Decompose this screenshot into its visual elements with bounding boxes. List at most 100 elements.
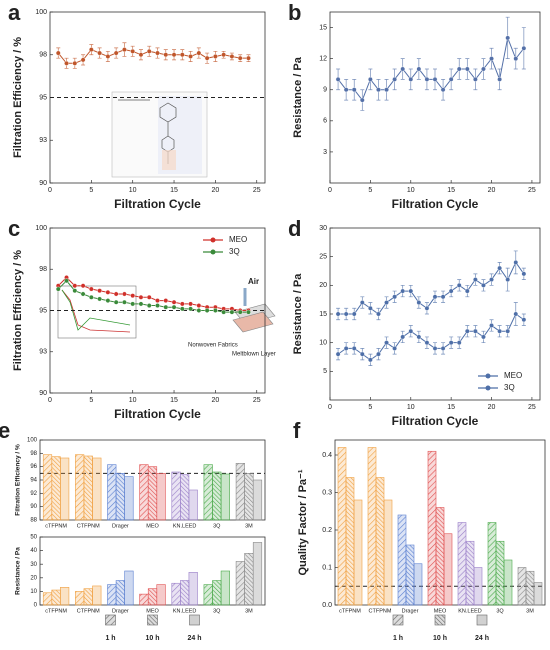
y-tick-label: 30 bbox=[30, 562, 37, 568]
x-tick-label: cTFPNM bbox=[45, 523, 67, 529]
data-point bbox=[440, 87, 446, 93]
data-point bbox=[408, 328, 414, 334]
data-point bbox=[400, 334, 406, 340]
data-point bbox=[416, 66, 422, 72]
bar bbox=[188, 489, 198, 521]
bar bbox=[83, 588, 93, 606]
data-point bbox=[505, 328, 511, 334]
y-tick-label: 95 bbox=[39, 94, 47, 101]
data-point bbox=[80, 283, 86, 289]
bar bbox=[60, 587, 70, 606]
data-point bbox=[88, 47, 94, 53]
data-point bbox=[105, 289, 111, 295]
data-point bbox=[359, 351, 365, 357]
x-tick-label: 10 bbox=[129, 397, 137, 404]
y-axis-label: Filtration Efficiency / % bbox=[12, 37, 24, 158]
data-point bbox=[138, 52, 144, 58]
legend-swatch bbox=[392, 614, 404, 626]
data-point bbox=[97, 296, 103, 302]
data-point bbox=[464, 288, 470, 294]
x-tick-label: 0 bbox=[328, 404, 332, 411]
bar bbox=[235, 561, 245, 606]
data-point bbox=[146, 48, 152, 54]
x-tick-label: Drager bbox=[112, 608, 129, 614]
y-tick-label: 0.1 bbox=[322, 564, 332, 571]
bar bbox=[115, 580, 125, 606]
data-point bbox=[237, 309, 243, 315]
data-point bbox=[72, 283, 78, 289]
bar bbox=[107, 464, 117, 521]
bar bbox=[147, 588, 158, 606]
data-point bbox=[448, 288, 454, 294]
y-tick-label: 15 bbox=[319, 311, 327, 318]
data-point bbox=[155, 303, 160, 308]
legend-swatch bbox=[434, 614, 446, 626]
series-line bbox=[337, 313, 525, 361]
x-tick-label: KN.LEED bbox=[458, 608, 482, 614]
bar bbox=[525, 570, 535, 606]
data-point bbox=[246, 309, 251, 315]
data-point bbox=[424, 340, 430, 346]
bar bbox=[503, 559, 513, 606]
y-tick-label: 6 bbox=[323, 118, 327, 125]
data-point bbox=[392, 345, 398, 351]
y-tick-label: 30 bbox=[319, 225, 327, 232]
data-point bbox=[384, 340, 389, 346]
data-point bbox=[171, 304, 177, 310]
data-point bbox=[464, 328, 470, 334]
x-tick-label: 15 bbox=[170, 187, 178, 194]
bar bbox=[171, 471, 181, 521]
x-tick-label: Drager bbox=[402, 608, 419, 614]
data-point bbox=[163, 52, 169, 58]
bar bbox=[443, 533, 453, 606]
x-tick-label: 0 bbox=[328, 187, 332, 194]
data-point bbox=[359, 97, 365, 103]
data-point bbox=[472, 76, 478, 82]
bar bbox=[51, 589, 61, 606]
data-point bbox=[113, 291, 119, 297]
x-tick-label: 3M bbox=[526, 608, 534, 614]
x-tick-label: cTFPNM bbox=[339, 608, 361, 614]
data-point bbox=[229, 309, 235, 315]
y-tick-label: 93 bbox=[39, 137, 47, 144]
legend-marker bbox=[485, 385, 491, 391]
bar bbox=[405, 544, 415, 606]
bar bbox=[139, 593, 149, 606]
data-point bbox=[505, 277, 511, 282]
data-point bbox=[122, 299, 127, 305]
y-tick-label: 92 bbox=[30, 491, 37, 497]
x-tick-label: 10 bbox=[129, 187, 137, 194]
x-tick-label: Drager bbox=[112, 523, 129, 529]
data-point bbox=[376, 311, 381, 317]
data-point bbox=[521, 317, 527, 323]
data-point bbox=[97, 288, 103, 294]
data-point bbox=[424, 76, 430, 82]
data-point bbox=[497, 76, 503, 82]
x-tick-label: 25 bbox=[528, 404, 536, 411]
legend-label: 24 h bbox=[187, 635, 201, 642]
x-axis-label: Filtration Cycle bbox=[114, 197, 201, 211]
series-line bbox=[57, 49, 249, 64]
data-point bbox=[376, 87, 381, 93]
data-point bbox=[367, 357, 373, 363]
y-tick-label: 94 bbox=[30, 478, 37, 484]
y-axis-label: Resistance / Pa bbox=[292, 273, 304, 355]
data-point bbox=[505, 35, 511, 41]
y-tick-label: 88 bbox=[30, 518, 37, 524]
data-point bbox=[138, 294, 144, 300]
data-point bbox=[497, 265, 503, 271]
data-point bbox=[171, 52, 177, 58]
y-axis-label: Filtration Efficiency / % bbox=[15, 444, 22, 516]
bar bbox=[220, 473, 230, 521]
panel-label: d bbox=[288, 216, 301, 241]
data-point bbox=[163, 298, 169, 303]
y-tick-label: 40 bbox=[30, 548, 37, 554]
y-tick-label: 90 bbox=[30, 504, 37, 510]
panel-label: f bbox=[293, 418, 301, 443]
data-point bbox=[163, 304, 169, 310]
data-point bbox=[55, 50, 61, 56]
data-point bbox=[464, 66, 470, 72]
bar bbox=[107, 584, 117, 606]
data-point bbox=[392, 294, 398, 300]
